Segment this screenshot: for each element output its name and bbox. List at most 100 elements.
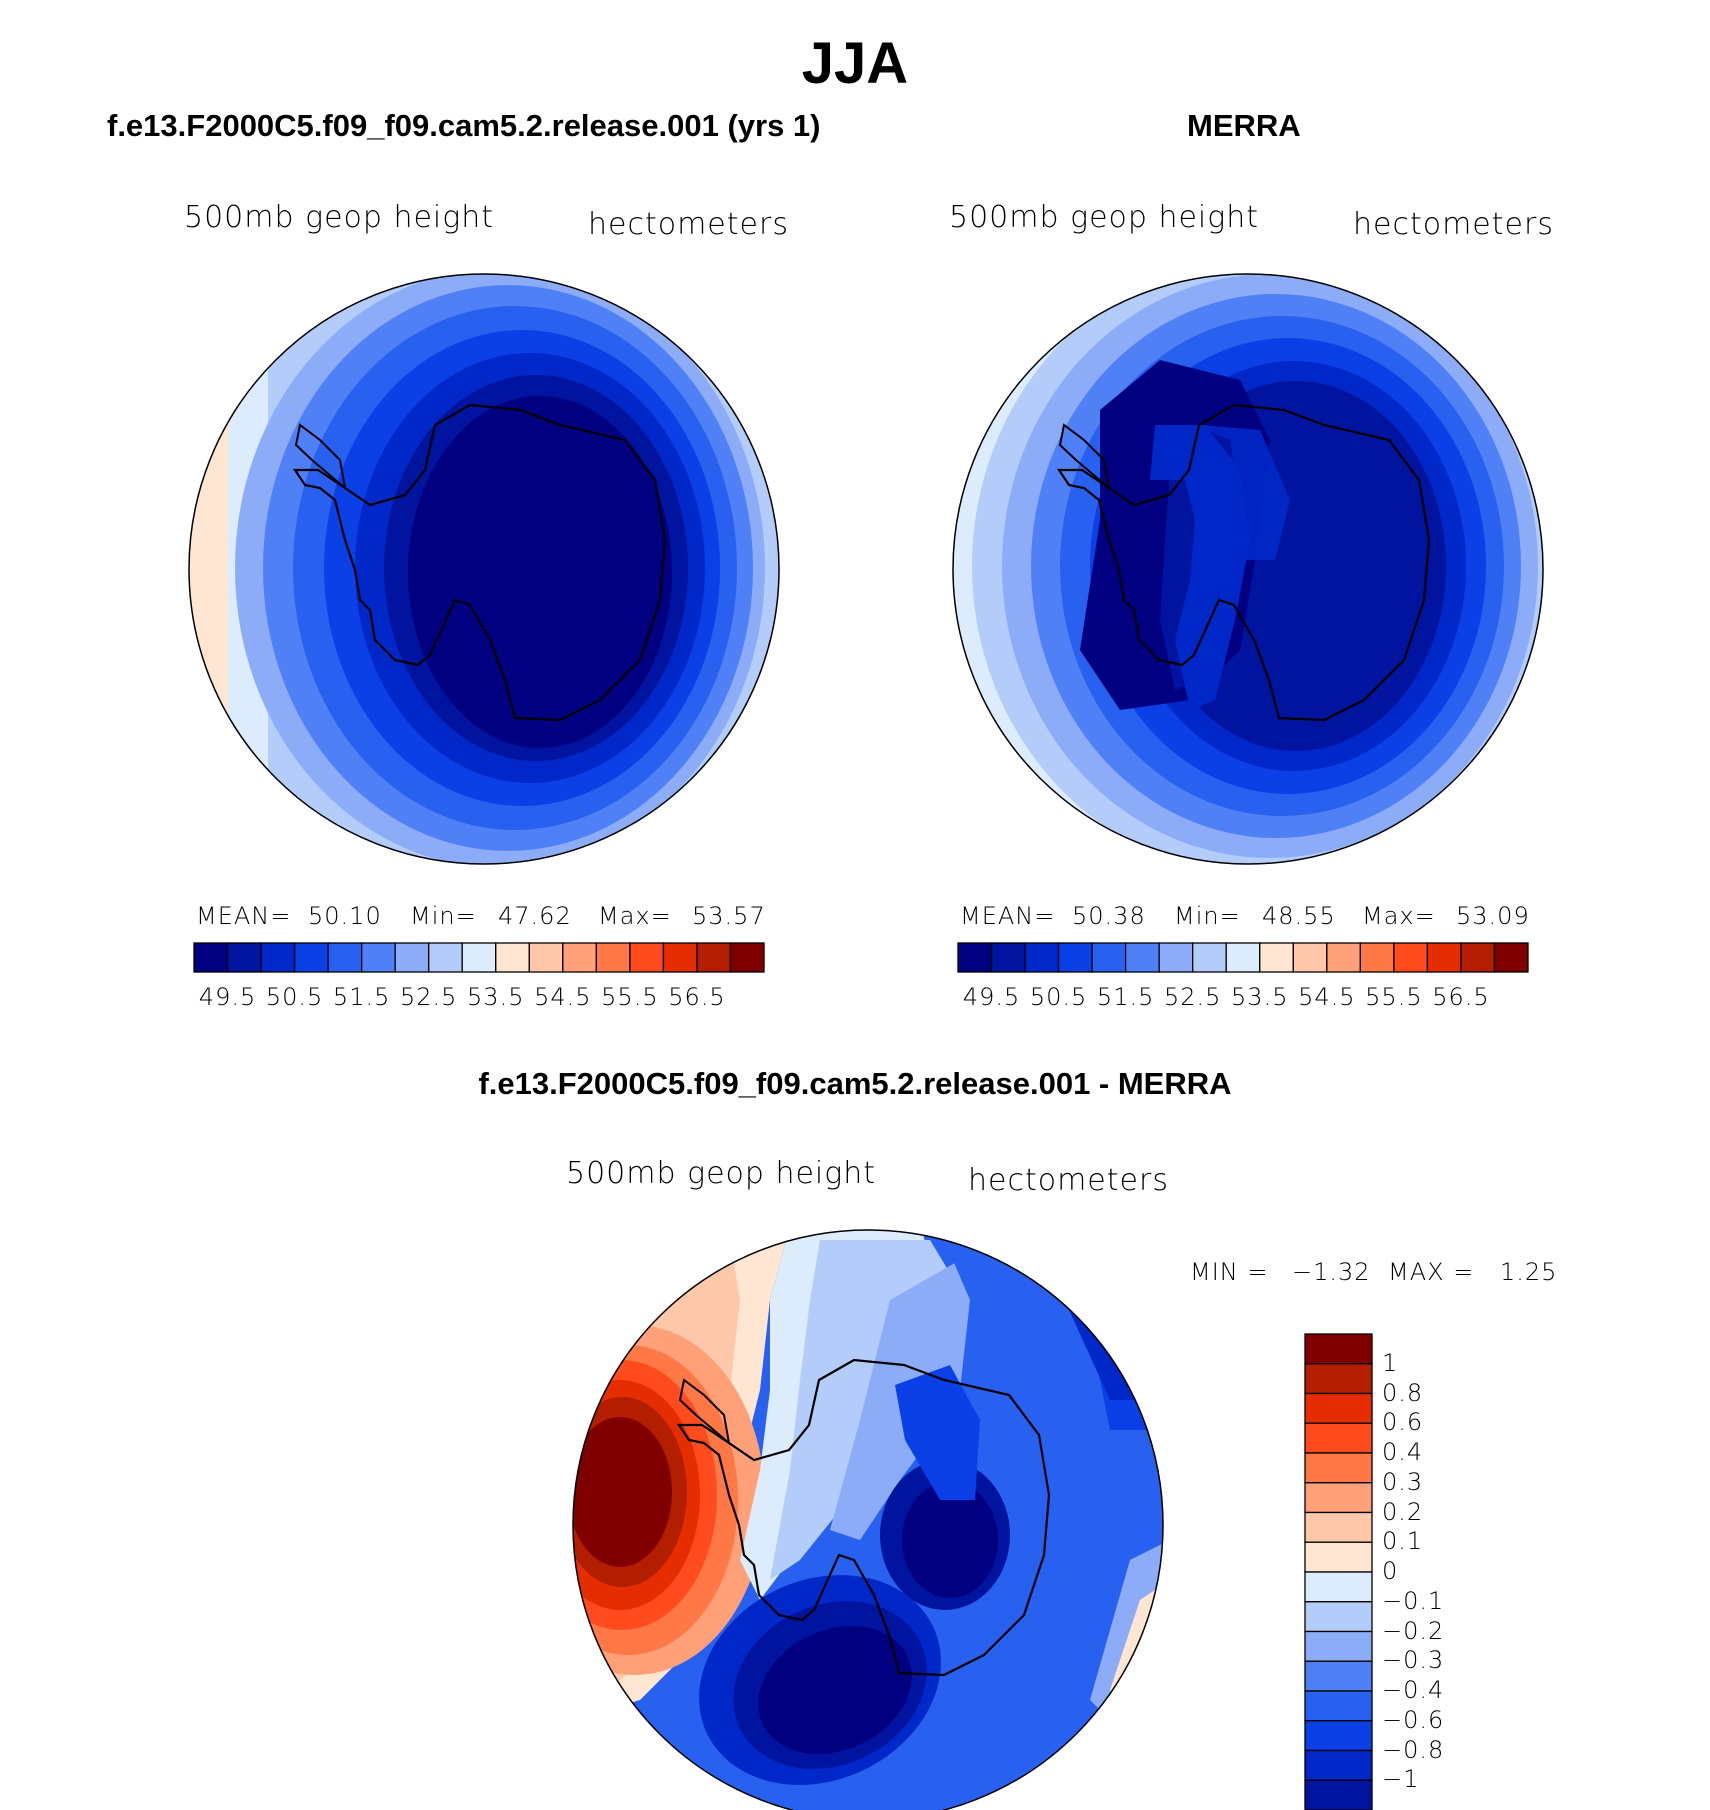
right-colorbar	[957, 942, 1529, 973]
left-min-label: Min=	[410, 902, 477, 930]
right-colorbar-tick-label: 56.5	[1432, 983, 1490, 1011]
right-colorbar-swatch	[1292, 942, 1328, 973]
left-colorbar-swatch	[696, 942, 732, 973]
difference-colorbar-swatch	[1304, 1541, 1373, 1573]
left-colorbar-tick-label: 54.5	[534, 983, 592, 1011]
right-colorbar-swatch	[1024, 942, 1060, 973]
left-colorbar-tick-label: 49.5	[198, 983, 257, 1011]
right-colorbar-swatch	[1426, 942, 1462, 973]
right-panel-title: MERRA	[1187, 108, 1301, 143]
left-colorbar-tick-label: 56.5	[668, 983, 726, 1011]
difference-colorbar-swatch	[1304, 1452, 1373, 1484]
left-colorbar-swatch	[595, 942, 631, 973]
right-min-value: 48.55	[1262, 902, 1336, 930]
difference-colorbar-swatch	[1304, 1749, 1373, 1781]
difference-colorbar-swatch	[1304, 1333, 1373, 1365]
difference-colorbar-tick-label: 0.2	[1382, 1497, 1424, 1526]
right-colorbar-swatch	[1393, 942, 1429, 973]
right-units-label: hectometers	[1353, 207, 1554, 242]
left-max-value: 53.57	[692, 902, 766, 930]
right-colorbar-tick-label: 49.5	[962, 983, 1021, 1011]
right-colorbar-swatch	[957, 942, 993, 973]
left-colorbar-swatch	[293, 942, 329, 973]
right-colorbar-swatch	[1225, 942, 1261, 973]
right-colorbar-tick-label: 50.5	[1029, 983, 1088, 1011]
difference-colorbar-swatch	[1304, 1660, 1373, 1692]
right-max-value: 53.09	[1456, 902, 1530, 930]
difference-colorbar-tick-label: −1	[1382, 1765, 1420, 1794]
difference-colorbar-swatch	[1304, 1482, 1373, 1514]
left-max-label: Max=	[598, 902, 672, 930]
left-map-border	[188, 273, 780, 865]
difference-colorbar-swatch	[1304, 1571, 1373, 1603]
difference-colorbar-swatch	[1304, 1690, 1373, 1722]
difference-colorbar	[1304, 1333, 1373, 1810]
left-colorbar-swatch	[226, 942, 262, 973]
right-colorbar-swatch	[1091, 942, 1127, 973]
left-colorbar-swatch	[495, 942, 530, 973]
left-units-label: hectometers	[588, 207, 789, 242]
difference-colorbar-tick-label: −0.1	[1382, 1586, 1445, 1615]
right-max-label: Max=	[1362, 902, 1436, 930]
difference-colorbar-swatch	[1304, 1779, 1373, 1810]
right-mean-label: MEAN=	[960, 902, 1056, 930]
difference-variable-label: 500mb geop height	[566, 1156, 877, 1191]
left-colorbar-swatch	[562, 942, 598, 973]
right-colorbar-swatch	[1057, 942, 1093, 973]
difference-max-label: MAX =	[1388, 1258, 1475, 1286]
difference-map-border	[572, 1229, 1164, 1810]
left-colorbar-swatch	[193, 942, 229, 973]
left-colorbar-swatch	[327, 942, 363, 973]
difference-colorbar-tick-label: 1	[1382, 1348, 1399, 1377]
right-mean-value: 50.38	[1072, 902, 1146, 930]
difference-colorbar-tick-label: 0.4	[1382, 1438, 1424, 1466]
difference-colorbar-tick-label: −0.6	[1382, 1705, 1445, 1734]
difference-min-label: MIN =	[1190, 1258, 1269, 1286]
right-colorbar-tick-label: 55.5	[1365, 983, 1423, 1011]
right-min-label: Min=	[1174, 902, 1241, 930]
left-colorbar-tick-label: 50.5	[265, 983, 324, 1011]
right-colorbar-swatch	[1326, 942, 1362, 973]
left-map	[189, 274, 779, 864]
left-min-value: 47.62	[498, 902, 572, 930]
difference-min-value: −1.32	[1292, 1258, 1371, 1286]
difference-colorbar-tick-label: 0	[1382, 1557, 1399, 1585]
right-colorbar-swatch	[1259, 942, 1294, 973]
right-map-border	[952, 273, 1544, 865]
difference-max-value: 1.25	[1500, 1258, 1558, 1286]
right-colorbar-swatch	[1493, 942, 1529, 973]
difference-colorbar-tick-label: −0.2	[1382, 1616, 1445, 1645]
left-colorbar-swatch	[528, 942, 564, 973]
left-colorbar-tick-label: 51.5	[332, 983, 391, 1011]
difference-colorbar-swatch	[1304, 1392, 1373, 1424]
right-map	[953, 274, 1543, 864]
difference-colorbar-tick-label: 0.1	[1382, 1527, 1424, 1556]
left-colorbar-swatch	[629, 942, 665, 973]
difference-colorbar-swatch	[1304, 1630, 1373, 1662]
right-variable-label: 500mb geop height	[949, 200, 1260, 235]
left-colorbar-swatch	[729, 942, 765, 973]
left-panel-title: f.e13.F2000C5.f09_f09.cam5.2.release.001…	[107, 108, 821, 143]
left-colorbar-swatch	[662, 942, 698, 973]
difference-colorbar-tick-label: 0.8	[1382, 1378, 1424, 1407]
difference-colorbar-swatch	[1304, 1511, 1373, 1543]
right-colorbar-swatch	[1158, 942, 1194, 973]
right-colorbar-swatch	[990, 942, 1026, 973]
difference-colorbar-tick-label: 0.3	[1382, 1467, 1424, 1496]
right-colorbar-tick-label: 51.5	[1096, 983, 1155, 1011]
right-colorbar-swatch	[1359, 942, 1395, 973]
difference-colorbar-tick-label: 0.6	[1382, 1408, 1424, 1437]
right-colorbar-tick-label: 54.5	[1298, 983, 1356, 1011]
difference-colorbar-swatch	[1304, 1363, 1373, 1395]
difference-colorbar-swatch	[1304, 1601, 1373, 1633]
left-colorbar-swatch	[394, 942, 430, 973]
difference-colorbar-tick-label: −0.8	[1382, 1735, 1445, 1764]
difference-units-label: hectometers	[968, 1163, 1169, 1198]
left-colorbar-tick-label: 53.5	[467, 983, 525, 1011]
difference-colorbar-swatch	[1304, 1720, 1373, 1752]
difference-colorbar-tick-label: −0.4	[1382, 1676, 1445, 1704]
left-colorbar-swatch	[360, 942, 396, 973]
difference-map	[573, 1230, 1163, 1810]
difference-colorbar-swatch	[1304, 1422, 1373, 1454]
